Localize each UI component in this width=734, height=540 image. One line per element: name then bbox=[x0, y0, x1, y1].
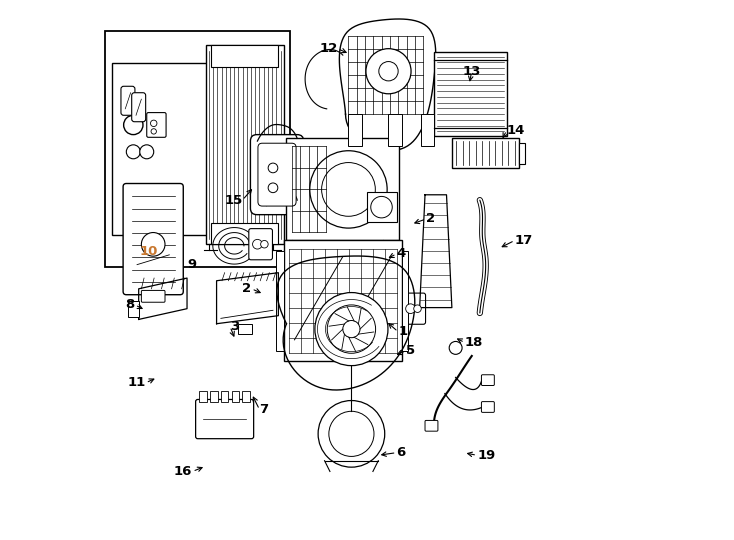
Bar bbox=[519, 143, 526, 164]
Text: 5: 5 bbox=[406, 344, 415, 357]
Text: 2: 2 bbox=[242, 282, 252, 295]
Bar bbox=[284, 240, 402, 361]
Circle shape bbox=[449, 341, 462, 354]
Circle shape bbox=[329, 411, 374, 456]
Text: 6: 6 bbox=[396, 446, 406, 459]
Circle shape bbox=[261, 240, 268, 248]
Bar bbox=[367, 192, 396, 221]
Circle shape bbox=[406, 304, 415, 314]
Text: 9: 9 bbox=[188, 258, 197, 271]
Bar bbox=[210, 391, 218, 402]
Text: 1: 1 bbox=[398, 325, 407, 338]
Bar bbox=[211, 45, 278, 67]
FancyBboxPatch shape bbox=[425, 421, 438, 431]
Bar bbox=[239, 323, 252, 334]
Text: 7: 7 bbox=[260, 403, 269, 416]
Circle shape bbox=[151, 129, 156, 134]
Circle shape bbox=[310, 151, 387, 228]
Circle shape bbox=[414, 305, 421, 313]
Text: 14: 14 bbox=[506, 124, 525, 137]
Text: 15: 15 bbox=[224, 194, 242, 207]
Text: 11: 11 bbox=[128, 376, 145, 389]
Circle shape bbox=[327, 305, 376, 353]
FancyBboxPatch shape bbox=[142, 291, 165, 302]
Circle shape bbox=[268, 163, 278, 173]
FancyBboxPatch shape bbox=[121, 86, 135, 115]
FancyBboxPatch shape bbox=[258, 143, 296, 206]
Bar bbox=[112, 63, 211, 235]
Bar bbox=[421, 114, 434, 146]
Circle shape bbox=[126, 145, 140, 159]
Text: 16: 16 bbox=[174, 465, 192, 478]
Text: 2: 2 bbox=[426, 212, 435, 226]
Bar bbox=[402, 251, 408, 350]
Bar bbox=[200, 391, 207, 402]
Circle shape bbox=[318, 401, 385, 467]
Text: 4: 4 bbox=[396, 247, 406, 260]
Bar bbox=[452, 138, 519, 168]
Text: 10: 10 bbox=[139, 245, 158, 258]
FancyBboxPatch shape bbox=[250, 134, 304, 215]
Circle shape bbox=[321, 163, 375, 217]
Circle shape bbox=[139, 145, 153, 159]
Circle shape bbox=[343, 321, 360, 338]
Circle shape bbox=[379, 62, 398, 81]
Bar bbox=[206, 45, 284, 244]
Bar bbox=[128, 301, 139, 317]
Circle shape bbox=[315, 293, 388, 366]
Circle shape bbox=[268, 183, 278, 193]
Bar bbox=[348, 114, 362, 146]
Bar bbox=[211, 222, 278, 244]
FancyBboxPatch shape bbox=[249, 228, 272, 260]
Circle shape bbox=[366, 49, 411, 94]
FancyBboxPatch shape bbox=[482, 375, 494, 386]
Bar bbox=[276, 251, 284, 350]
Circle shape bbox=[142, 233, 165, 256]
Text: 17: 17 bbox=[515, 234, 533, 247]
Bar bbox=[286, 138, 399, 240]
Circle shape bbox=[252, 239, 262, 249]
FancyBboxPatch shape bbox=[123, 184, 184, 295]
FancyBboxPatch shape bbox=[147, 113, 166, 137]
FancyBboxPatch shape bbox=[196, 400, 254, 438]
Text: 8: 8 bbox=[126, 299, 135, 312]
FancyBboxPatch shape bbox=[402, 293, 426, 324]
Circle shape bbox=[371, 197, 392, 218]
Circle shape bbox=[150, 120, 157, 126]
Bar bbox=[242, 391, 250, 402]
Text: 3: 3 bbox=[230, 320, 239, 333]
Bar bbox=[105, 31, 290, 267]
Circle shape bbox=[123, 115, 143, 134]
Text: 12: 12 bbox=[319, 42, 338, 55]
FancyBboxPatch shape bbox=[482, 402, 494, 413]
Bar bbox=[434, 52, 506, 136]
Bar bbox=[221, 391, 228, 402]
Bar bbox=[232, 391, 239, 402]
Text: 13: 13 bbox=[462, 65, 481, 78]
FancyBboxPatch shape bbox=[131, 93, 145, 122]
Bar bbox=[388, 114, 402, 146]
Text: 18: 18 bbox=[465, 336, 483, 349]
Text: 19: 19 bbox=[477, 449, 495, 462]
